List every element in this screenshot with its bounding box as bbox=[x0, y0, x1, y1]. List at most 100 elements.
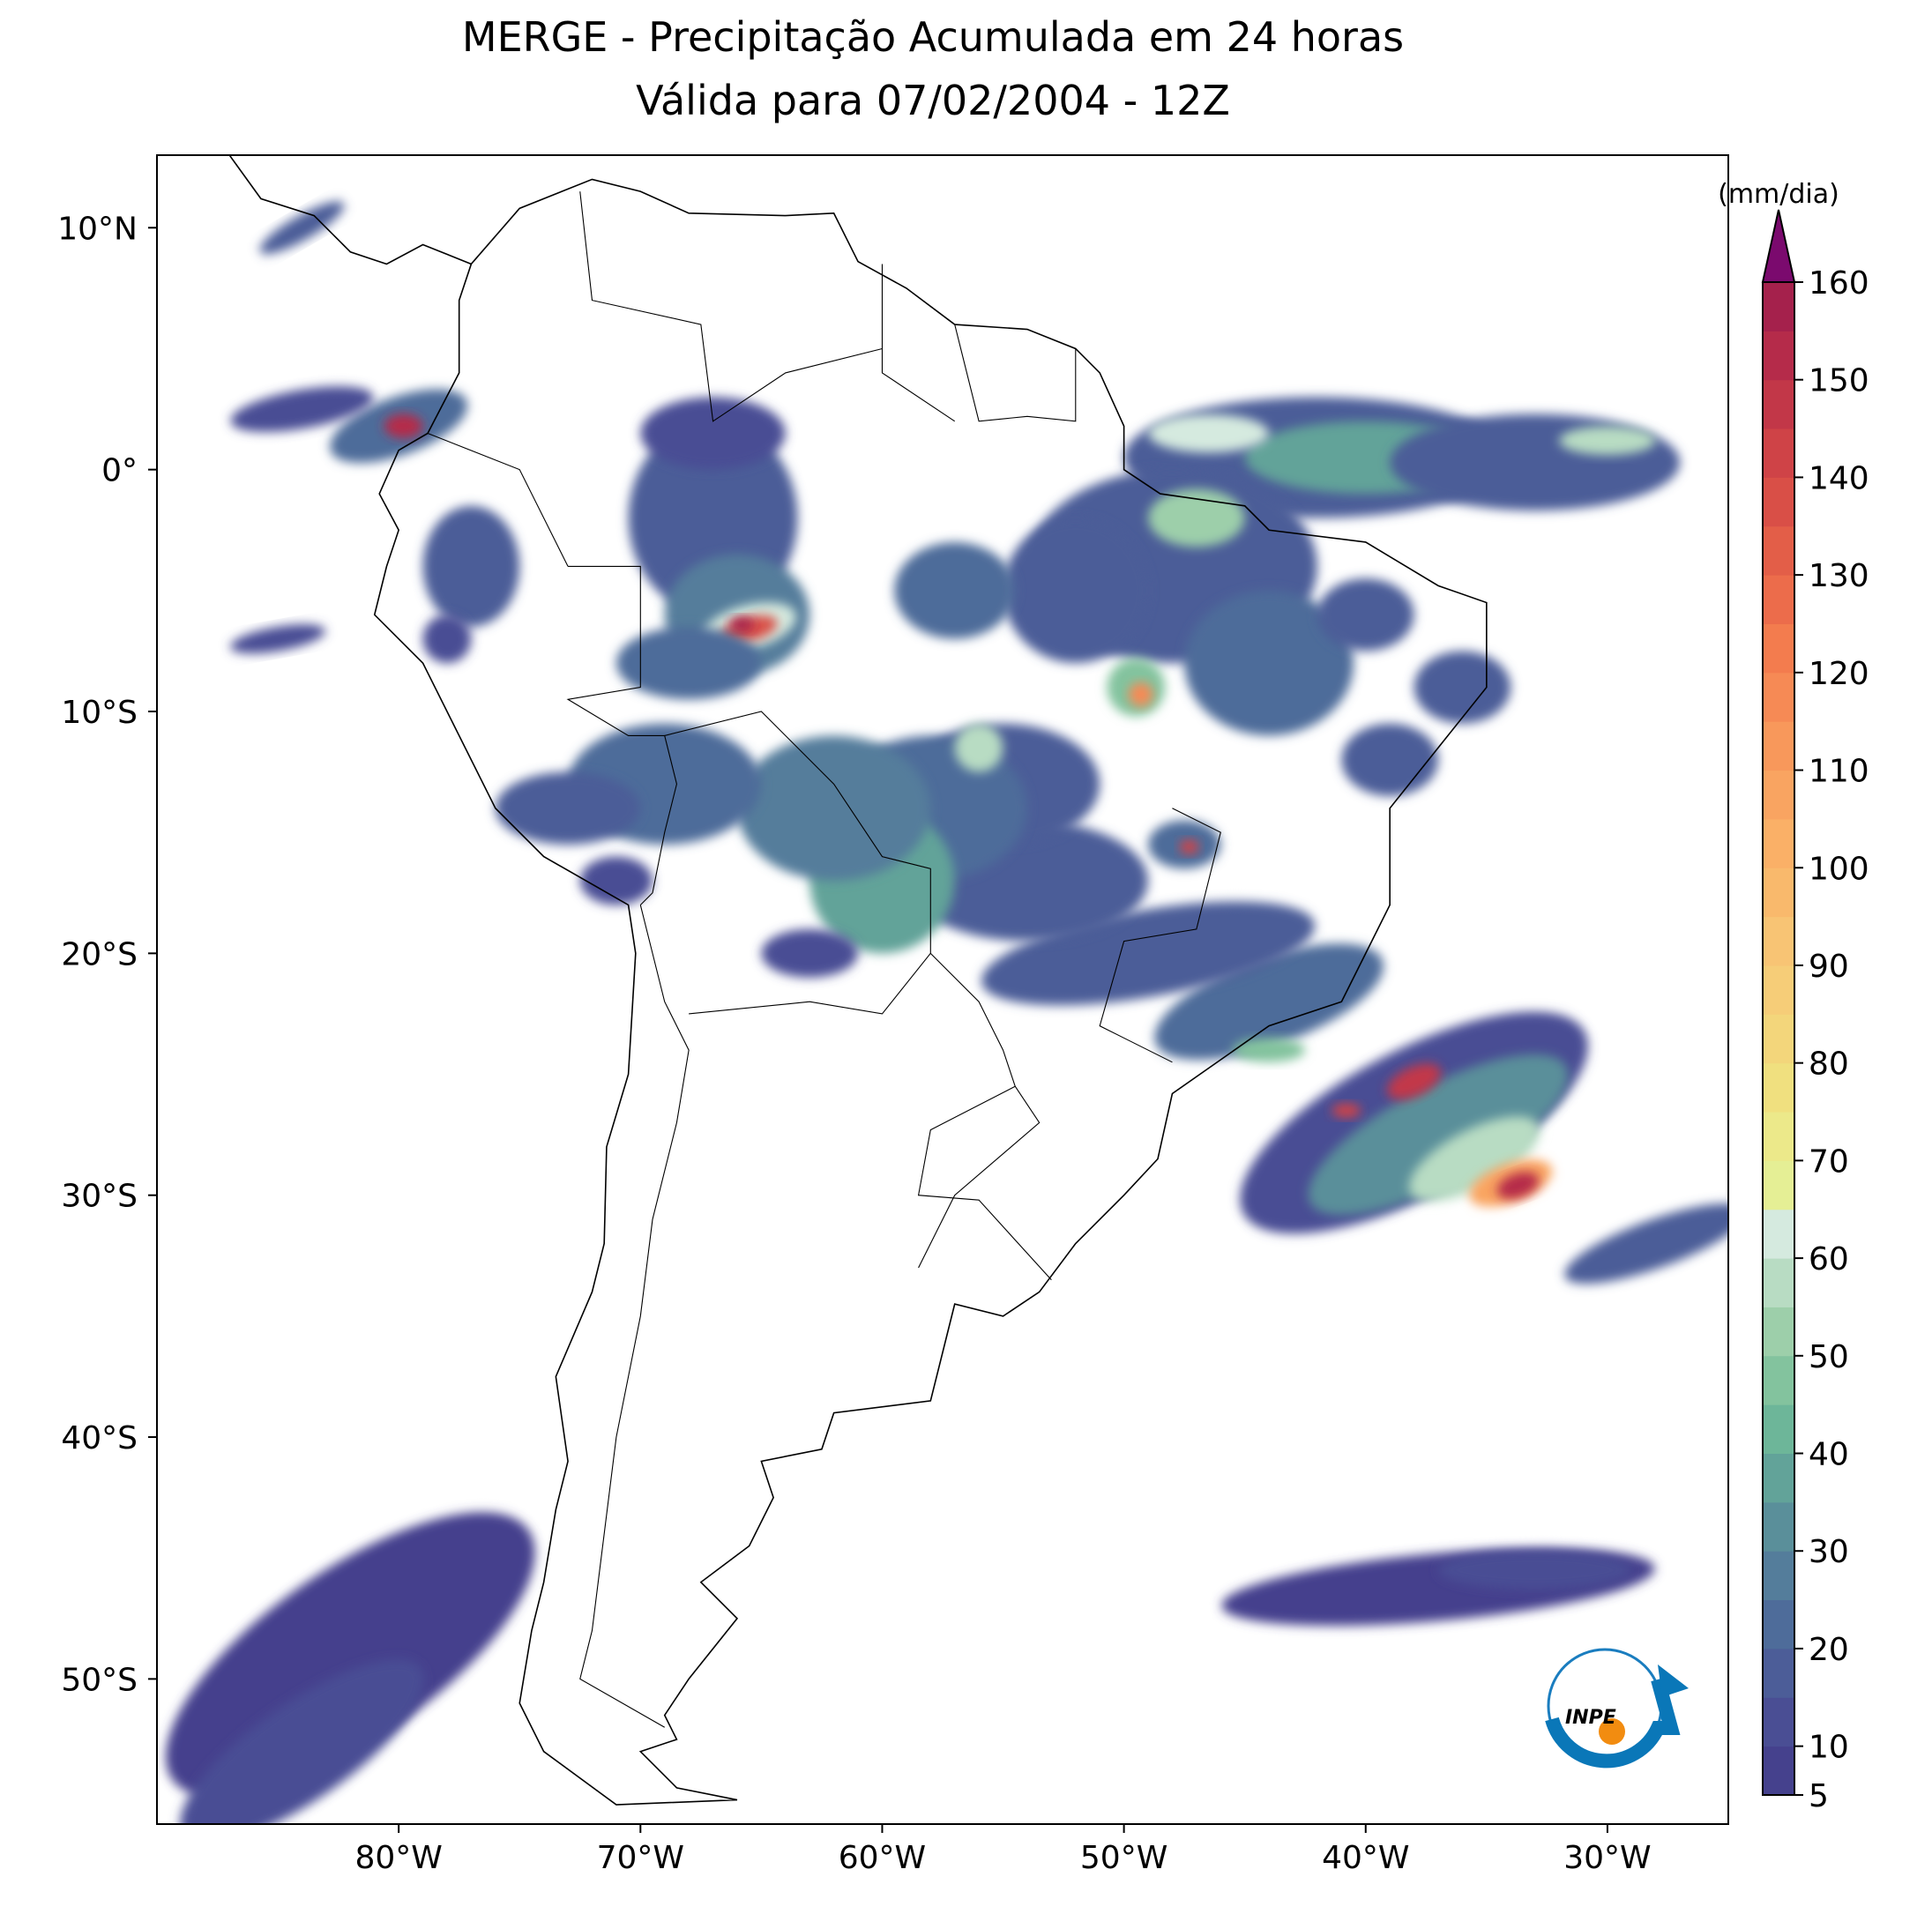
precipitation-area bbox=[495, 771, 641, 845]
precipitation-area bbox=[1154, 943, 1384, 1061]
precipitation-area bbox=[579, 856, 653, 905]
precipitation-area bbox=[615, 627, 762, 700]
title: MERGE - Precipitação Acumulada em 24 hor… bbox=[462, 13, 1404, 61]
colorbar-tick-label: 30 bbox=[1809, 1534, 1849, 1570]
precipitation-area bbox=[1129, 682, 1153, 707]
colorbar-unit: (mm/dia) bbox=[1718, 179, 1839, 210]
y-tick-label: 10°N bbox=[57, 211, 138, 247]
colorbar-band bbox=[1763, 1501, 1794, 1552]
colorbar-tick-label: 160 bbox=[1809, 265, 1869, 302]
precipitation-area bbox=[894, 542, 1016, 639]
colorbar-band bbox=[1763, 525, 1794, 576]
border bbox=[579, 905, 690, 1728]
colorbar-band bbox=[1763, 282, 1794, 331]
colorbar-band bbox=[1763, 428, 1794, 478]
precipitation-area bbox=[737, 735, 931, 881]
precipitation-area bbox=[981, 901, 1316, 1006]
subtitle: Válida para 07/02/2004 - 12Z bbox=[636, 77, 1230, 124]
coastline bbox=[228, 155, 472, 265]
colorbar-tick-label: 10 bbox=[1809, 1730, 1849, 1766]
border bbox=[918, 1085, 1041, 1269]
colorbar-tick-label: 5 bbox=[1809, 1778, 1829, 1814]
border bbox=[566, 565, 677, 905]
colorbar-band bbox=[1763, 1014, 1794, 1064]
y-tick-label: 30°S bbox=[61, 1179, 138, 1215]
precipitation-area bbox=[640, 397, 786, 470]
colorbar-band bbox=[1763, 868, 1794, 918]
x-tick-label: 80°W bbox=[354, 1840, 442, 1876]
colorbar-band bbox=[1763, 623, 1794, 674]
colorbar-frame bbox=[1762, 281, 1795, 1796]
colorbar-band bbox=[1763, 575, 1794, 624]
border bbox=[881, 264, 956, 422]
colorbar-band bbox=[1763, 964, 1794, 1015]
border bbox=[427, 432, 569, 567]
colorbar-band bbox=[1763, 672, 1794, 722]
border bbox=[1099, 808, 1221, 1063]
y-tick-label: 40°S bbox=[61, 1420, 138, 1456]
y-tick-label: 10°S bbox=[61, 695, 138, 731]
precipitation-area bbox=[422, 614, 472, 664]
precipitation-area bbox=[1332, 1103, 1361, 1118]
colorbar-tick-label: 80 bbox=[1809, 1046, 1849, 1083]
precipitation-area bbox=[1408, 1116, 1540, 1202]
colorbar-tick-label: 130 bbox=[1809, 558, 1869, 594]
colorbar-band bbox=[1763, 721, 1794, 771]
y-tick-label: 50°S bbox=[61, 1662, 138, 1698]
plot-area bbox=[165, 155, 1728, 1824]
precipitation-area bbox=[1148, 413, 1270, 453]
colorbar-band bbox=[1763, 916, 1794, 966]
precipitation-area bbox=[1317, 578, 1414, 652]
y-tick-label: 20°S bbox=[61, 936, 138, 972]
precipitation-area bbox=[1003, 518, 1148, 664]
precipitation-area bbox=[1148, 488, 1245, 547]
x-tick-label: 30°W bbox=[1563, 1840, 1651, 1876]
colorbar-band bbox=[1763, 1355, 1794, 1405]
colorbar-band bbox=[1763, 1209, 1794, 1259]
border bbox=[579, 191, 883, 422]
precipitation-area bbox=[1184, 590, 1354, 736]
precipitation-area bbox=[1308, 1054, 1569, 1216]
colorbar-band bbox=[1763, 477, 1794, 527]
precipitation-area bbox=[1496, 1172, 1540, 1200]
colorbar-tick-label: 20 bbox=[1809, 1632, 1849, 1668]
colorbar-band bbox=[1763, 1307, 1794, 1357]
precipitation-area bbox=[230, 624, 326, 654]
x-tick-label: 70°W bbox=[597, 1840, 684, 1876]
colorbar-band bbox=[1763, 331, 1794, 381]
precipitation-area bbox=[1221, 1548, 1655, 1626]
precipitation-area bbox=[180, 1659, 424, 1824]
logo-text: INPE bbox=[1565, 1707, 1616, 1729]
precipitation-area bbox=[1559, 426, 1656, 456]
colorbar-tick-label: 120 bbox=[1809, 656, 1869, 692]
colorbar-tick-label: 90 bbox=[1809, 949, 1849, 985]
colorbar-tick-label: 110 bbox=[1809, 754, 1869, 790]
precipitation-area bbox=[1179, 839, 1199, 854]
precipitation-area bbox=[1414, 651, 1511, 724]
logo: INPE bbox=[1545, 1648, 1689, 1769]
colorbar-tick-label: 140 bbox=[1809, 460, 1869, 496]
precipitation-area bbox=[761, 928, 859, 978]
x-tick-label: 50°W bbox=[1080, 1840, 1167, 1876]
precipitation-area bbox=[230, 386, 374, 432]
colorbar-tick-label: 50 bbox=[1809, 1339, 1849, 1375]
precipitation-area bbox=[954, 723, 1003, 772]
colorbar-tick-label: 40 bbox=[1809, 1437, 1849, 1473]
colorbar-band bbox=[1763, 1599, 1794, 1650]
colorbar-band bbox=[1763, 1746, 1794, 1796]
border bbox=[917, 952, 1052, 1281]
border bbox=[954, 324, 1077, 422]
colorbar-band bbox=[1763, 1160, 1794, 1210]
border bbox=[664, 711, 931, 1015]
colorbar-band bbox=[1763, 1258, 1794, 1307]
precipitation-area bbox=[1390, 413, 1681, 511]
precipitation-area bbox=[1438, 1551, 1632, 1590]
x-tick-label: 60°W bbox=[839, 1840, 926, 1876]
map-frame bbox=[156, 154, 1729, 1825]
colorbar-band bbox=[1763, 1453, 1794, 1503]
colorbar-band bbox=[1763, 379, 1794, 429]
colorbar-band bbox=[1763, 1697, 1794, 1747]
x-tick-label: 40°W bbox=[1322, 1840, 1409, 1876]
colorbar-tick-label: 150 bbox=[1809, 363, 1869, 399]
precipitation-area bbox=[1233, 1038, 1306, 1062]
